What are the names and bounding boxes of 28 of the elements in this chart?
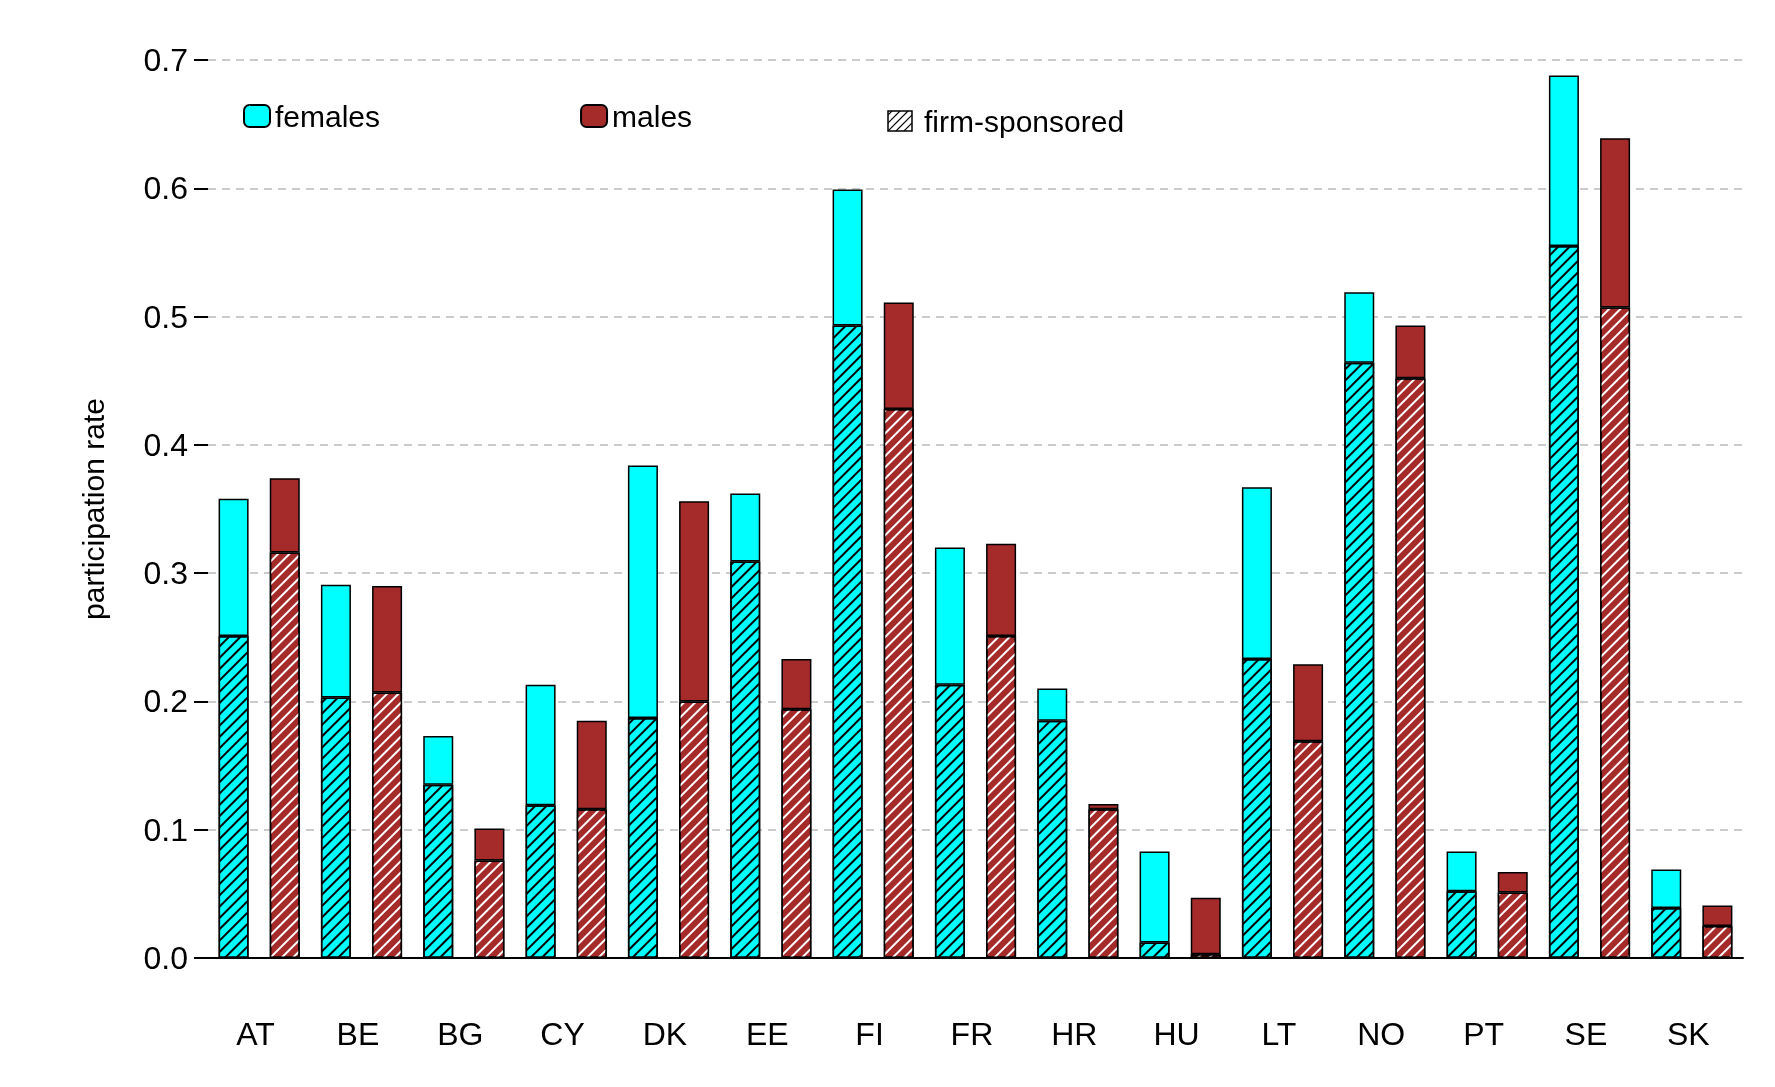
y-tick-label: 0.5 [143,298,188,335]
y-tick-label: 0.7 [143,42,188,78]
legend-label: females [275,99,381,133]
bar [1190,897,1221,955]
x-tick-label: EE [745,1016,789,1052]
y-tick-label: 0.6 [143,170,188,207]
x-tick-label: NO [1357,1016,1406,1052]
legend-label: males [612,99,693,133]
y-tick-label: 0.4 [143,426,188,463]
y-tick-label: 0.1 [143,811,188,848]
x-tick-label: BG [437,1016,484,1052]
x-tick-label: SK [1666,1016,1710,1052]
y-axis-title: participation rate [76,398,110,620]
x-tick-label: BE [336,1016,380,1052]
annotation: firm-sponsored [924,104,1125,138]
y-tick-label: 0.3 [143,555,188,592]
x-tick-label: AT [236,1016,275,1052]
x-tick-label: HU [1153,1016,1200,1052]
x-tick-label: HR [1051,1016,1098,1052]
x-tick-label: LT [1261,1016,1297,1052]
x-tick-label: FI [855,1016,884,1052]
y-tick-label: 0.2 [143,683,188,720]
x-tick-label: DK [642,1016,688,1052]
y-tick-label: 0.0 [143,940,188,976]
x-tick-label: SE [1564,1016,1608,1052]
x-tick-label: PT [1463,1016,1505,1052]
x-tick-label: CY [540,1016,585,1052]
x-tick-label: FR [950,1016,994,1052]
